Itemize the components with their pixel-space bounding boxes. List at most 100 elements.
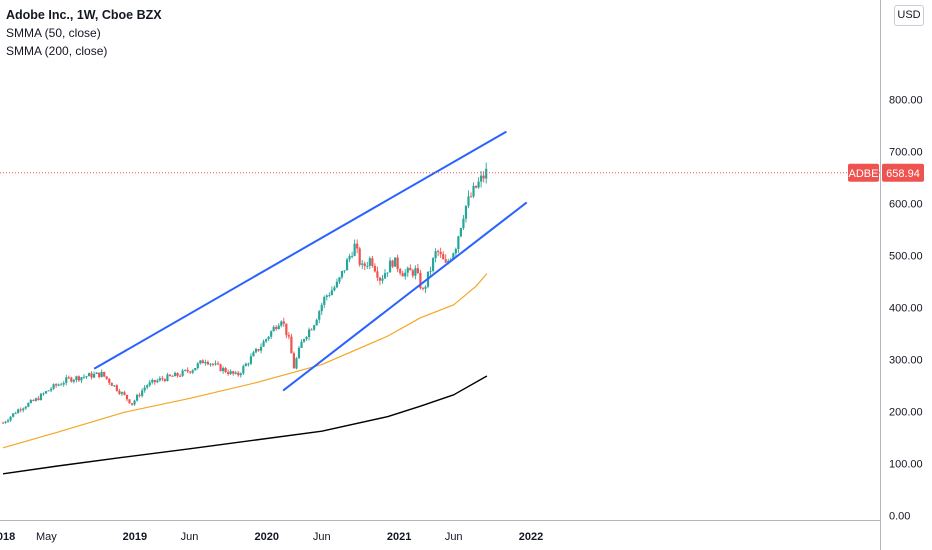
candle-body: [259, 346, 263, 351]
candle-body: [85, 376, 88, 378]
candle-body: [388, 260, 392, 273]
candle-body: [103, 371, 106, 377]
legend-smma50[interactable]: SMMA (50, close): [6, 26, 101, 40]
candle-body: [381, 278, 384, 281]
candle: [206, 360, 210, 366]
candle-body: [216, 363, 220, 365]
candle: [267, 336, 270, 341]
candle-body: [265, 339, 268, 342]
candle: [287, 332, 290, 340]
candle-body: [373, 265, 376, 272]
candle: [146, 384, 149, 390]
candle-body: [72, 380, 75, 382]
price-tick-label[interactable]: 700.00: [889, 146, 923, 158]
candle-body: [282, 321, 285, 324]
candle: [285, 323, 288, 339]
candle-body: [325, 295, 328, 297]
time-tick-label[interactable]: Jun: [313, 531, 331, 543]
candle: [27, 402, 30, 408]
candle: [406, 266, 409, 277]
time-tick-label[interactable]: Jun: [181, 531, 199, 543]
candle: [469, 192, 473, 198]
candle-body: [320, 304, 323, 312]
candle-body: [143, 387, 146, 391]
candle: [57, 383, 60, 387]
candle: [133, 399, 136, 406]
last-price-layer: ADBE 658.94: [0, 163, 924, 182]
time-tick-label[interactable]: Jun: [445, 531, 463, 543]
candle: [65, 374, 68, 386]
candle-body: [424, 286, 427, 289]
candle-body: [60, 384, 63, 386]
currency-button[interactable]: USD: [894, 5, 924, 26]
candle: [345, 257, 349, 271]
candle-body: [24, 406, 27, 409]
trendlines-layer[interactable]: [93, 130, 528, 392]
candle-body: [272, 326, 275, 332]
candle-body: [52, 384, 55, 389]
candle: [60, 382, 63, 386]
candle: [211, 363, 215, 367]
candle: [300, 339, 303, 348]
price-tick-label[interactable]: 500.00: [889, 250, 923, 262]
candle-body: [295, 358, 298, 369]
candle-body: [65, 377, 68, 383]
candle-body: [366, 265, 369, 267]
candle: [439, 247, 442, 258]
candle: [123, 390, 126, 396]
lower-trendline[interactable]: [282, 201, 528, 392]
candle-body: [34, 398, 37, 401]
candle: [383, 269, 387, 279]
candle: [234, 370, 237, 375]
price-tick-label[interactable]: 100.00: [889, 458, 923, 470]
price-tick-label[interactable]: 400.00: [889, 302, 923, 314]
candle-body: [110, 382, 113, 386]
candle: [363, 261, 366, 270]
candle-body: [353, 243, 356, 256]
symbol-label: ADBE: [849, 168, 879, 180]
time-tick-label[interactable]: 2018: [0, 531, 15, 543]
candle-body: [221, 368, 225, 371]
candle: [308, 327, 311, 341]
candle-body: [49, 388, 53, 391]
candle: [254, 347, 258, 354]
candle: [368, 256, 371, 270]
candle-body: [204, 362, 207, 364]
candle: [194, 367, 197, 371]
time-tick-label[interactable]: 2019: [123, 531, 147, 543]
candle-body: [310, 329, 313, 331]
candle-body: [340, 271, 344, 278]
price-tick-label[interactable]: 800.00: [889, 94, 923, 106]
candle: [204, 359, 207, 366]
time-tick-label[interactable]: 2021: [387, 531, 411, 543]
time-tick-label[interactable]: May: [36, 531, 57, 543]
upper-trendline[interactable]: [93, 130, 507, 370]
candle-body: [146, 385, 149, 388]
candle-body: [442, 254, 445, 260]
candle: [199, 360, 202, 365]
candle: [55, 383, 58, 388]
candle: [467, 190, 470, 209]
candle: [386, 272, 389, 277]
price-tick-label[interactable]: 600.00: [889, 198, 923, 210]
time-tick-label[interactable]: 2020: [255, 531, 279, 543]
candle-body: [105, 376, 108, 379]
candle-body: [257, 349, 260, 351]
candle-body: [419, 272, 422, 289]
candle-body: [431, 258, 435, 271]
time-tick-label[interactable]: 2022: [519, 531, 543, 543]
price-tick-label[interactable]: 0.00: [889, 510, 910, 522]
legend-smma200[interactable]: SMMA (200, close): [6, 44, 108, 58]
price-tick-label[interactable]: 300.00: [889, 354, 923, 366]
candle-body: [163, 379, 167, 381]
price-tick-label[interactable]: 200.00: [889, 406, 923, 418]
candle: [244, 362, 247, 367]
candle-body: [323, 297, 326, 305]
candle: [113, 385, 116, 387]
candle-body: [477, 181, 480, 188]
legend-title[interactable]: Adobe Inc., 1W, Cboe BZX: [6, 8, 162, 22]
candle: [219, 363, 222, 372]
candle-body: [201, 360, 204, 364]
